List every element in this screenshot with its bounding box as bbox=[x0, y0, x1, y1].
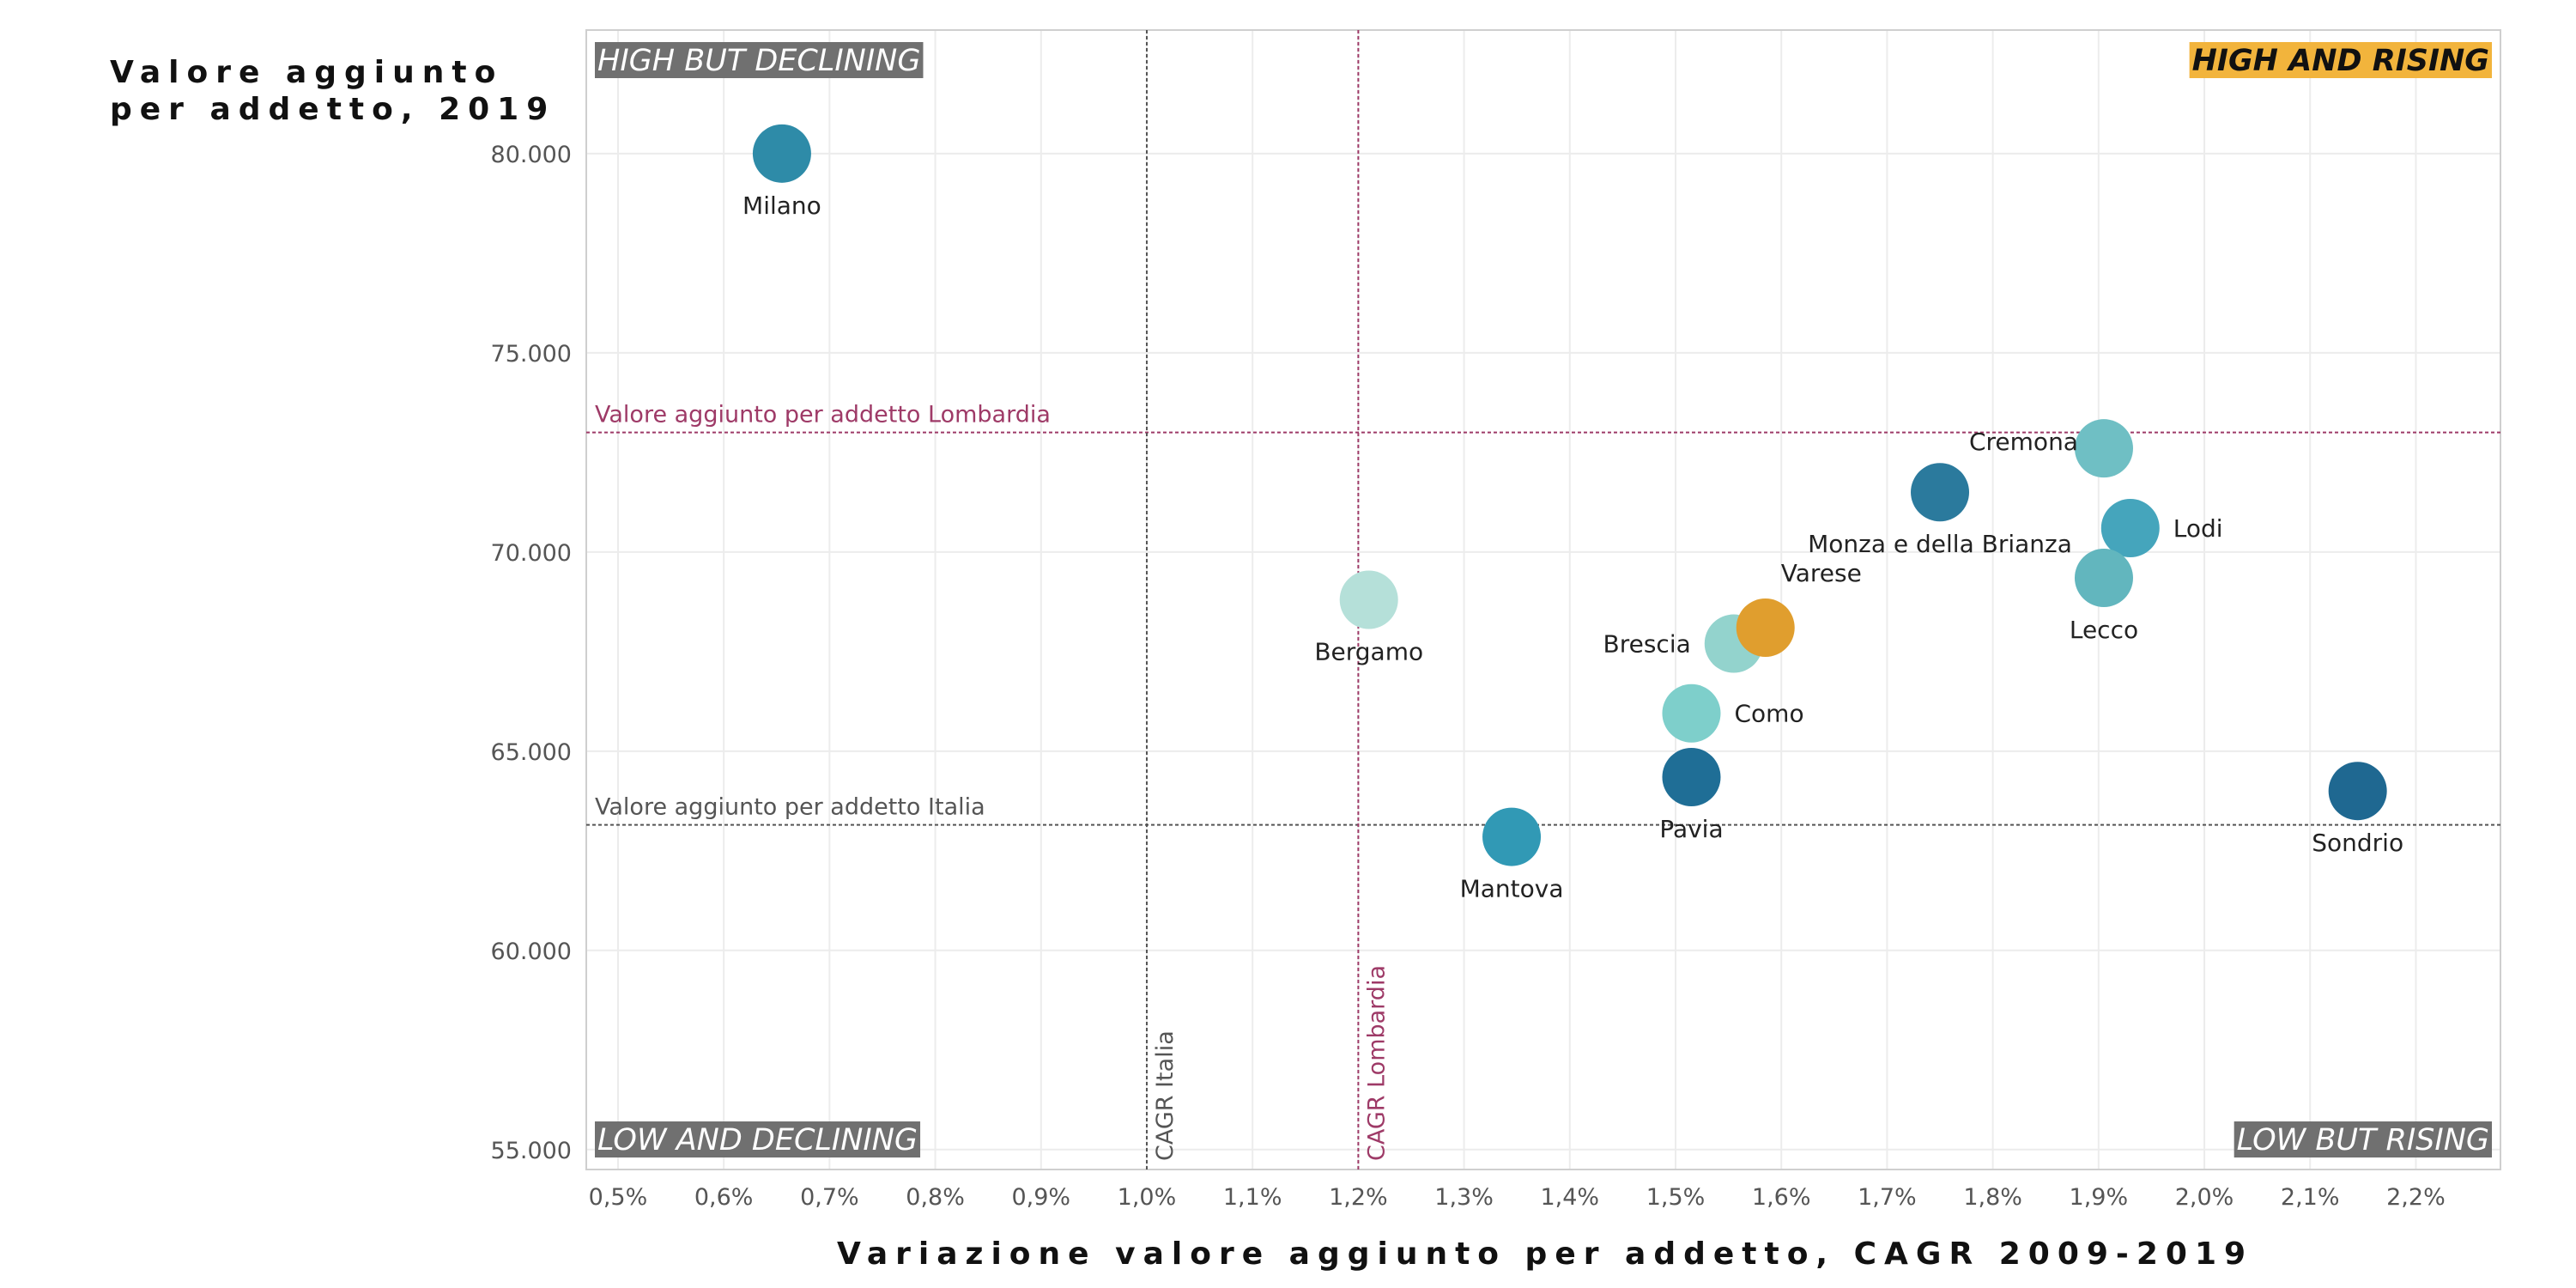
reference-line-label: Valore aggiunto per addetto Lombardia bbox=[595, 402, 1051, 428]
y-tick-label: 70.000 bbox=[491, 540, 572, 567]
quadrant-label-background bbox=[595, 42, 924, 78]
quadrant-labels: HIGH BUT DECLINING HIGH AND RISING LOW AND… bbox=[595, 42, 2492, 1157]
x-tick-label: 1,6% bbox=[1752, 1184, 1811, 1211]
quadrant-label: HIGH BUT DECLINING bbox=[595, 42, 924, 78]
reference-lines: Valore aggiunto per addetto Lombardia Val… bbox=[586, 30, 2500, 1170]
quadrant-label-text: LOW AND DECLINING bbox=[597, 1123, 918, 1157]
data-point bbox=[1736, 598, 1795, 657]
x-tick-label: 1,3% bbox=[1434, 1184, 1494, 1211]
point-label: Lecco bbox=[2070, 616, 2138, 644]
x-tick-label: 1,0% bbox=[1118, 1184, 1177, 1211]
data-point bbox=[1662, 683, 1721, 743]
point-label: Varese bbox=[1781, 559, 1862, 587]
point-label: Mantova bbox=[1460, 875, 1564, 903]
x-tick-label: 1,5% bbox=[1646, 1184, 1706, 1211]
y-tick-label: 55.000 bbox=[491, 1138, 572, 1164]
y-tick-label: 65.000 bbox=[491, 739, 572, 766]
gridlines bbox=[586, 30, 2500, 1170]
data-point bbox=[2074, 548, 2133, 607]
data-point bbox=[2100, 498, 2160, 557]
point-label: Cremona bbox=[1969, 428, 2078, 456]
x-axis-title: Variazione valore aggiunto per addetto, … bbox=[837, 1236, 2253, 1272]
quadrant-label: LOW AND DECLINING bbox=[595, 1121, 921, 1157]
x-tick-label: 2,2% bbox=[2386, 1184, 2446, 1211]
quadrant-label-background bbox=[2189, 42, 2492, 78]
x-tick-label: 1,7% bbox=[1858, 1184, 1917, 1211]
y-axis-title-line-1: Valore aggiunto bbox=[110, 55, 503, 90]
plot-area-frame bbox=[585, 29, 2501, 1170]
x-tick-label: 1,2% bbox=[1329, 1184, 1388, 1211]
data-point bbox=[2328, 762, 2387, 821]
data-point bbox=[1482, 807, 1542, 866]
y-axis-ticks: 55.000 60.000 65.000 70.000 75.000 80.000 bbox=[491, 142, 572, 1164]
data-point bbox=[1662, 747, 1721, 806]
reference-line-label: CAGR Italia bbox=[1152, 1030, 1179, 1161]
data-point bbox=[2074, 419, 2133, 478]
x-tick-label: 0,6% bbox=[694, 1184, 754, 1211]
x-tick-label: 1,9% bbox=[2070, 1184, 2129, 1211]
quadrant-label-background bbox=[2234, 1121, 2492, 1157]
point-label: Monza e della Brianza bbox=[1808, 530, 2072, 558]
data-point bbox=[752, 124, 811, 183]
quadrant-label-text: HIGH BUT DECLINING bbox=[597, 44, 920, 78]
point-label: Milano bbox=[742, 191, 821, 220]
point-label: Lodi bbox=[2173, 514, 2223, 543]
data-point bbox=[1911, 463, 1970, 522]
point-labels: Milano Bergamo Brescia Varese Como Pavia Manto… bbox=[742, 191, 2403, 903]
quadrant-label-text: LOW BUT RISING bbox=[2237, 1123, 2489, 1157]
x-tick-label: 0,9% bbox=[1011, 1184, 1070, 1211]
x-tick-label: 1,4% bbox=[1540, 1184, 1599, 1211]
quadrant-label-text: HIGH AND RISING bbox=[2192, 44, 2489, 78]
data-point bbox=[1339, 570, 1398, 629]
y-tick-label: 60.000 bbox=[491, 939, 572, 965]
reference-line-label: CAGR Lombardia bbox=[1363, 965, 1390, 1161]
point-label: Brescia bbox=[1603, 630, 1691, 659]
x-tick-label: 2,1% bbox=[2281, 1184, 2340, 1211]
point-label: Bergamo bbox=[1314, 638, 1423, 666]
reference-line-label: Valore aggiunto per addetto Italia bbox=[595, 794, 985, 821]
point-label: Pavia bbox=[1659, 815, 1723, 843]
quadrant-label: HIGH AND RISING bbox=[2189, 42, 2492, 78]
data-points bbox=[752, 124, 2387, 866]
quadrant-label-background bbox=[595, 1121, 921, 1157]
x-tick-label: 0,5% bbox=[589, 1184, 648, 1211]
x-axis-ticks: 0,5% 0,6% 0,7% 0,8% 0,9% 1,0% 1,1% 1,2% 1,3% 1,4%… bbox=[589, 1184, 2446, 1211]
x-tick-label: 0,7% bbox=[800, 1184, 859, 1211]
x-tick-label: 1,1% bbox=[1223, 1184, 1282, 1211]
x-tick-label: 1,8% bbox=[1963, 1184, 2022, 1211]
y-axis-title-line-2: per addetto, 2019 bbox=[110, 92, 555, 127]
point-label: Sondrio bbox=[2312, 829, 2403, 857]
y-tick-label: 80.000 bbox=[491, 142, 572, 168]
x-tick-label: 2,0% bbox=[2175, 1184, 2234, 1211]
y-tick-label: 75.000 bbox=[491, 341, 572, 368]
point-label: Como bbox=[1734, 700, 1803, 728]
x-tick-label: 0,8% bbox=[906, 1184, 965, 1211]
quadrant-label: LOW BUT RISING bbox=[2234, 1121, 2492, 1157]
